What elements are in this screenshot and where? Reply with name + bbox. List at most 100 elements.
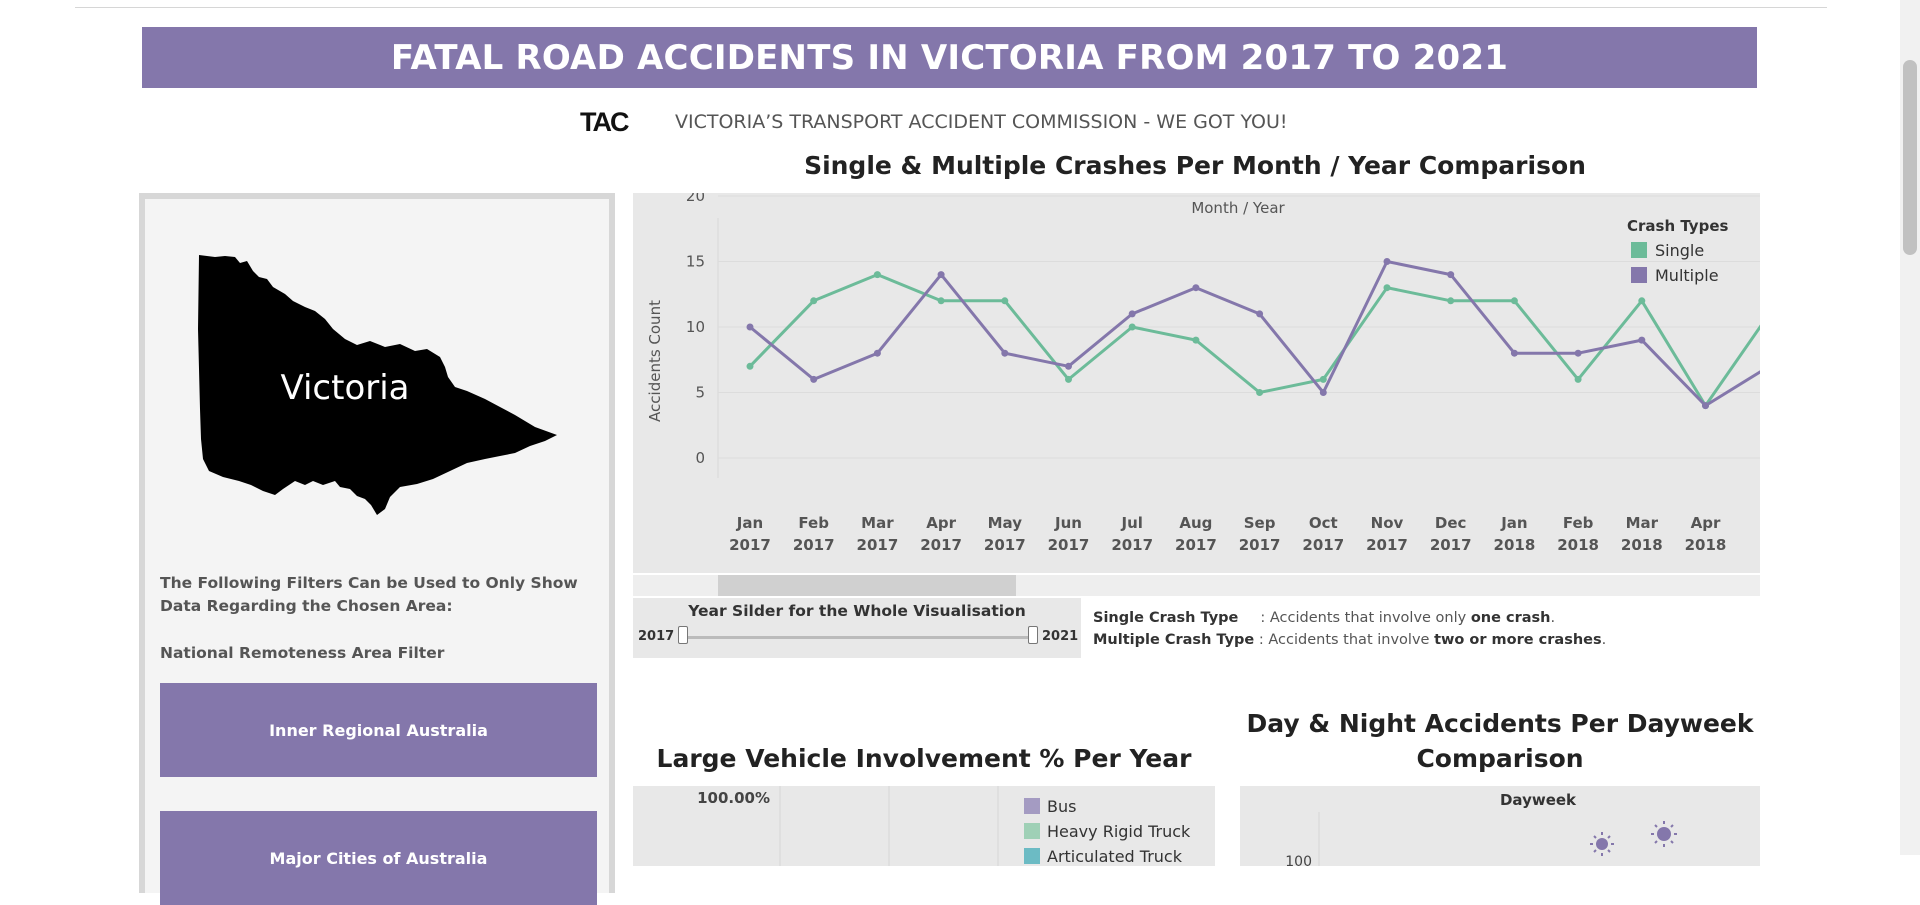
crash-line-chart-panel: Month / Year Accidents Count 0 5 10 15 20 Ja… <box>633 187 1777 573</box>
single-crash-bold: one crash <box>1470 610 1551 626</box>
sun-icon <box>1651 821 1677 847</box>
page-title-banner: FATAL ROAD ACCIDENTS IN VICTORIA FROM 20… <box>142 27 1757 88</box>
legend-title: Crash Types <box>1627 217 1728 235</box>
filter-button-label: Major Cities of Australia <box>269 848 488 868</box>
legend-swatch-single <box>1631 242 1647 258</box>
x-tick-label: Aug <box>1179 514 1212 532</box>
data-point-single <box>1510 297 1518 305</box>
large-vehicle-chart-panel: 100.00% Bus Heavy Rigid Truck Articulate… <box>633 786 1215 866</box>
chart-legend: Crash Types Single Multiple <box>1627 217 1728 285</box>
legend-label-articulated-truck: Articulated Truck <box>1047 847 1183 866</box>
x-tick-label: Sep <box>1244 514 1276 532</box>
slider-max-label: 2021 <box>1042 629 1079 644</box>
year-slider-panel: Year Silder for the Whole Visualisation … <box>633 598 1081 658</box>
legend-label-single: Single <box>1655 241 1704 260</box>
x-tick-label: Mar <box>861 514 894 532</box>
single-crash-note: Single Crash Type: Accidents that involv… <box>1093 610 1556 626</box>
day-night-chart[interactable]: Dayweek 100 <box>1240 786 1760 870</box>
tagline: VICTORIA’S TRANSPORT ACCIDENT COMMISSION… <box>675 111 1288 133</box>
data-point-single <box>1383 284 1391 292</box>
chart-scroll-thumb[interactable] <box>718 575 1016 596</box>
multiple-crash-note: Multiple Crash Type : Accidents that inv… <box>1093 632 1607 648</box>
slider-max-handle[interactable] <box>1028 626 1038 644</box>
data-point-single <box>1192 336 1200 344</box>
series-lines <box>748 260 1771 408</box>
data-point-multiple <box>1574 349 1582 357</box>
multiple-crash-label: Multiple Crash Type <box>1093 632 1255 648</box>
filter-button-label: Inner Regional Australia <box>269 720 488 740</box>
year-slider-track[interactable] <box>683 636 1035 639</box>
x-tick-label: 2017 <box>984 536 1026 554</box>
x-tick-label: 2017 <box>1302 536 1344 554</box>
data-point-single <box>746 362 754 370</box>
x-tick-label: Dec <box>1435 514 1467 532</box>
day-night-title-line2: Comparison <box>1416 744 1584 773</box>
x-tick-label: 2017 <box>920 536 962 554</box>
x-tick-label: 2017 <box>1048 536 1090 554</box>
x-tick-label: 2017 <box>1239 536 1281 554</box>
x-tick-label: 2018 <box>1621 536 1663 554</box>
day-night-title: Day & Night Accidents Per Dayweek Compar… <box>1240 706 1760 776</box>
page-vertical-scrollbar[interactable] <box>1900 0 1920 855</box>
data-point-multiple <box>1447 271 1455 279</box>
data-point-single <box>937 297 945 305</box>
data-point-multiple <box>937 271 945 279</box>
large-vehicle-top-tick: 100.00% <box>697 789 770 807</box>
data-point-multiple <box>1510 349 1518 357</box>
multiple-crash-desc: : Accidents that involve <box>1258 632 1435 648</box>
data-point-multiple <box>1001 349 1009 357</box>
x-tick-label: May <box>988 514 1023 532</box>
crash-line-chart[interactable]: Month / Year Accidents Count 0 5 10 15 20 Ja… <box>633 187 1777 573</box>
chart-grid <box>717 195 1760 478</box>
single-crash-desc: : Accidents that involve only <box>1260 610 1471 626</box>
page-scroll-thumb[interactable] <box>1903 60 1917 255</box>
x-tick-label: 2018 <box>1557 536 1599 554</box>
victoria-map-shape <box>198 255 557 515</box>
tac-logo: TAC <box>580 107 631 135</box>
slider-min-label: 2017 <box>638 629 675 644</box>
x-tick-label: Feb <box>1563 514 1594 532</box>
left-filter-panel: Victoria The Following Filters Can be Us… <box>139 193 615 905</box>
data-point-single <box>1574 375 1582 383</box>
series-line-single <box>748 273 1771 408</box>
filter-inner-regional-button[interactable]: Inner Regional Australia <box>160 683 597 777</box>
data-point-multiple <box>1702 402 1709 410</box>
legend-label-bus: Bus <box>1047 797 1076 816</box>
day-night-title-line1: Day & Night Accidents Per Dayweek <box>1246 709 1754 738</box>
slider-min-handle[interactable] <box>678 626 688 644</box>
top-divider <box>75 7 1827 8</box>
legend-label-multiple: Multiple <box>1655 266 1719 285</box>
chart-horizontal-scrollbar[interactable] <box>633 575 1760 596</box>
data-point-single <box>1065 375 1072 383</box>
day-night-first-tick: 100 <box>1285 854 1312 866</box>
multiple-crash-bold: two or more crashes <box>1434 632 1602 648</box>
x-tick-label: Nov <box>1371 514 1404 532</box>
sun-icon <box>1590 832 1614 856</box>
x-tick-label: Jun <box>1054 514 1082 532</box>
y-tick-label: 5 <box>695 384 705 402</box>
victoria-map[interactable]: Victoria <box>195 249 565 529</box>
x-tick-label: Mar <box>1626 514 1659 532</box>
left-filter-panel-inner: Victoria The Following Filters Can be Us… <box>145 199 609 905</box>
main-chart-title: Single & Multiple Crashes Per Month / Ye… <box>804 151 1586 180</box>
x-tick-label: Jan <box>1500 514 1527 532</box>
data-point-single <box>1447 297 1455 305</box>
y-tick-label: 20 <box>686 193 705 205</box>
data-point-single <box>1256 389 1264 396</box>
filter-major-cities-button[interactable]: Major Cities of Australia <box>160 811 597 905</box>
tac-logo-text: TAC <box>580 107 629 135</box>
y-tick-label: 15 <box>686 253 705 271</box>
x-tick-label: 2017 <box>729 536 771 554</box>
y-tick-label: 10 <box>686 318 705 336</box>
x-tick-label: Apr <box>1691 514 1721 532</box>
year-slider-title: Year Silder for the Whole Visualisation <box>688 602 1026 620</box>
data-point-multiple <box>1319 389 1327 396</box>
x-tick-label: 2017 <box>1175 536 1217 554</box>
x-tick-label: Feb <box>798 514 829 532</box>
page-title: FATAL ROAD ACCIDENTS IN VICTORIA FROM 20… <box>390 37 1509 78</box>
x-tick-label: Oct <box>1309 514 1338 532</box>
large-vehicle-chart[interactable]: 100.00% Bus Heavy Rigid Truck Articulate… <box>633 786 1215 866</box>
chart-top-label: Month / Year <box>1191 199 1285 217</box>
x-tick-label: 2017 <box>1430 536 1472 554</box>
y-tick-labels: 0 5 10 15 20 <box>686 187 705 467</box>
